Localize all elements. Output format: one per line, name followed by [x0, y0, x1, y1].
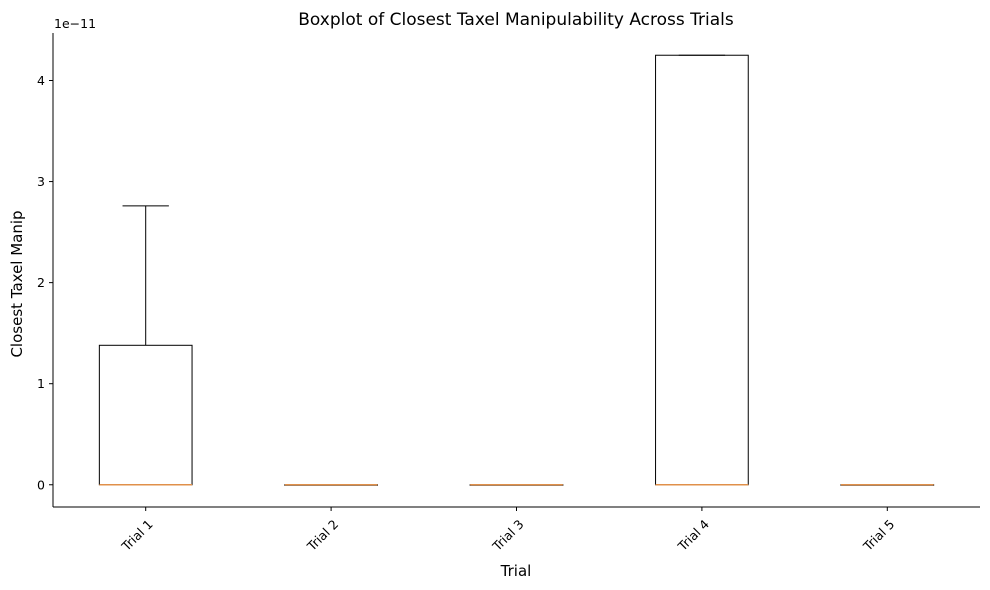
plot-area: 0 1 2 3 4 Trial 1 Trial 2 Trial 3 Trial 4 Trial 5	[37, 33, 980, 554]
x-tick-label: Trial 5	[860, 517, 898, 555]
x-tick-label: Trial 4	[674, 516, 712, 554]
box-1	[98, 344, 193, 486]
chart-title: Boxplot of Closest Taxel Manipulability …	[298, 10, 734, 30]
y-tick-label: 4	[37, 73, 45, 88]
y-tick-label: 2	[37, 275, 45, 290]
y-tick-label: 1	[37, 376, 45, 391]
x-tick-label: Trial 2	[303, 517, 341, 555]
y-tick-label: 0	[37, 477, 45, 492]
x-axis-label: Trial	[500, 562, 532, 580]
y-tick-label: 3	[37, 174, 45, 189]
y-offset-label: 1e−11	[54, 16, 96, 31]
x-tick-label: Trial 3	[489, 517, 527, 555]
x-tick-label: Trial 1	[118, 517, 156, 555]
y-axis-label: Closest Taxel Manip	[8, 210, 26, 357]
box-4	[655, 54, 749, 486]
